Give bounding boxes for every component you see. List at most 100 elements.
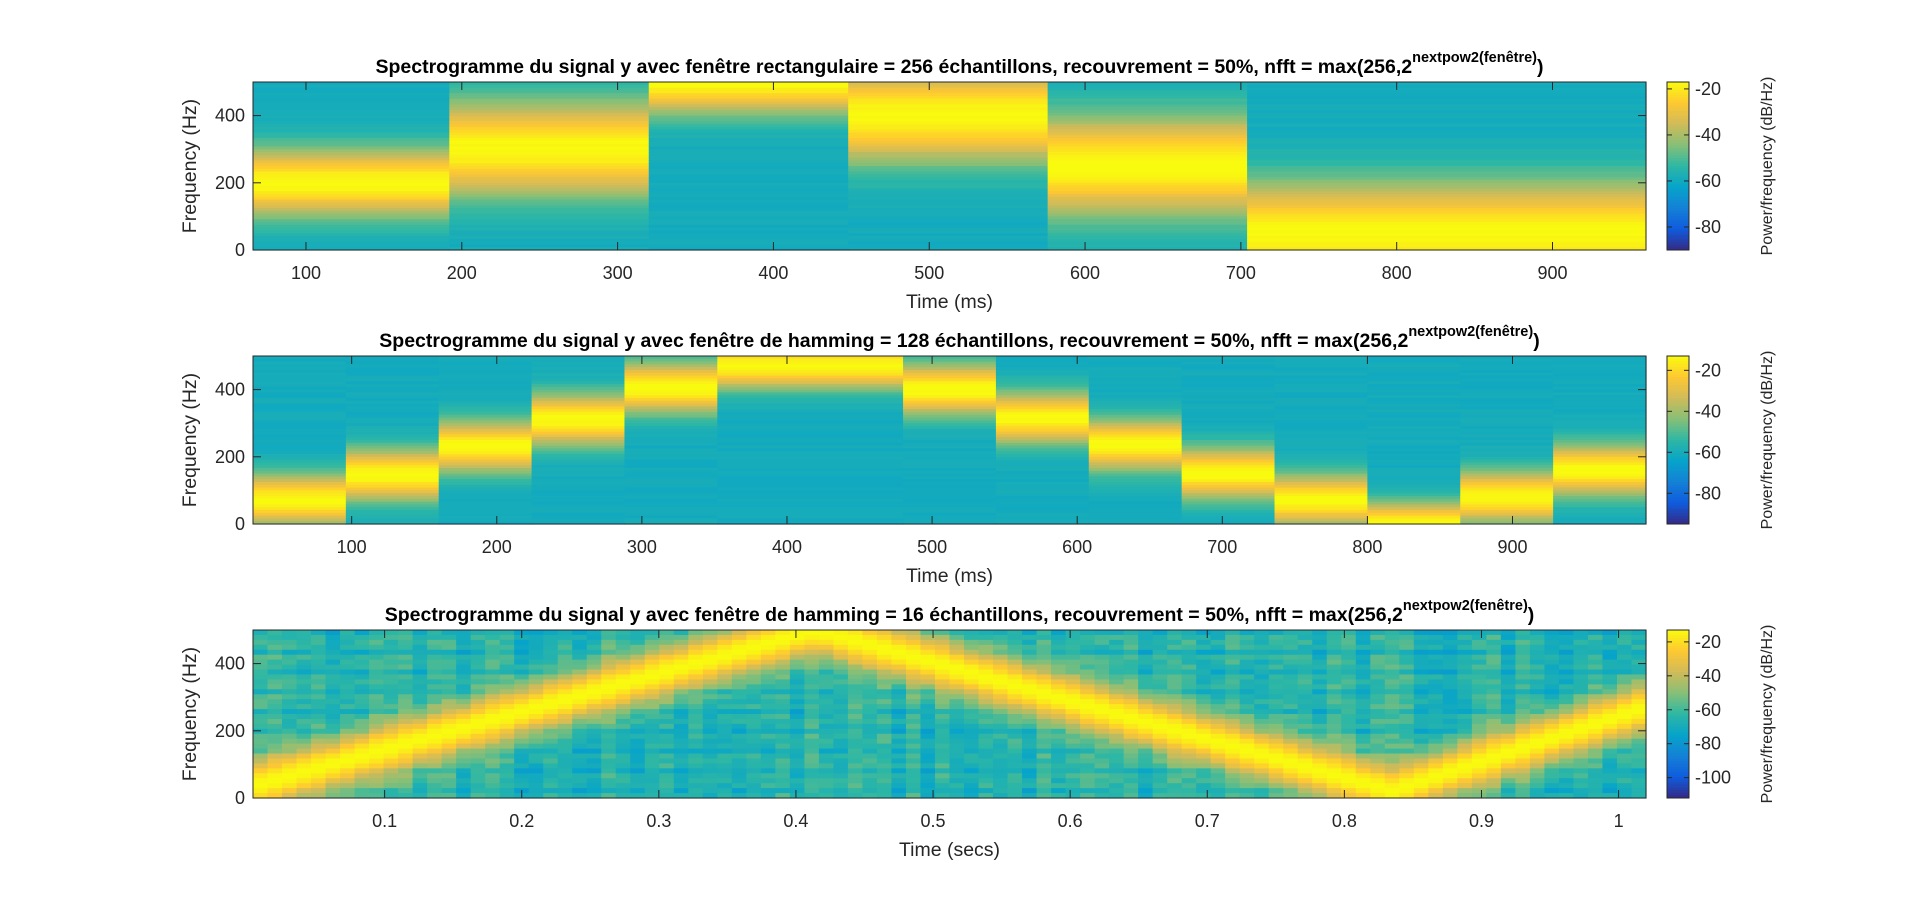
spectro-cell bbox=[659, 724, 674, 730]
spectro-cell bbox=[645, 640, 660, 646]
spectro-cell bbox=[746, 714, 761, 720]
spectro-cell bbox=[1312, 684, 1327, 690]
spectro-cell bbox=[1196, 635, 1211, 641]
spectro-cell bbox=[311, 689, 326, 695]
spectro-cell bbox=[543, 734, 558, 740]
spectro-cell bbox=[1022, 655, 1037, 661]
spectro-cell bbox=[761, 704, 776, 710]
spectro-cell bbox=[384, 650, 399, 656]
spectro-cell bbox=[1254, 719, 1269, 725]
spectro-cell bbox=[471, 734, 486, 740]
spectro-cell bbox=[979, 684, 994, 690]
spectro-cell bbox=[282, 734, 297, 740]
spectro-cell bbox=[1588, 729, 1603, 735]
spectro-cell bbox=[514, 694, 529, 700]
spectro-cell bbox=[964, 704, 979, 710]
spectro-cell bbox=[732, 640, 747, 646]
spectro-cell bbox=[587, 684, 602, 690]
spectro-cell bbox=[1385, 630, 1400, 636]
spectro-cell bbox=[1283, 704, 1298, 710]
spectro-cell bbox=[906, 699, 921, 705]
spectro-cell bbox=[630, 754, 645, 760]
spectro-cell bbox=[1399, 768, 1414, 774]
spectro-cell bbox=[1008, 645, 1023, 651]
spectro-cell bbox=[1080, 778, 1095, 784]
spectro-cell bbox=[1385, 635, 1400, 641]
spectro-cell bbox=[1530, 709, 1545, 715]
spectro-cell bbox=[543, 763, 558, 769]
spectro-cell bbox=[1602, 674, 1617, 680]
spectro-cell bbox=[311, 749, 326, 755]
spectro-cell bbox=[1443, 630, 1458, 636]
spectro-cell bbox=[1066, 719, 1081, 725]
spectro-cell bbox=[746, 699, 761, 705]
spectro-cell bbox=[1182, 724, 1197, 730]
spectro-cell bbox=[311, 640, 326, 646]
spectro-cell bbox=[1617, 640, 1632, 646]
spectro-cell bbox=[790, 724, 805, 730]
spectro-cell bbox=[1414, 645, 1429, 651]
spectro-cell bbox=[833, 763, 848, 769]
spectro-cell bbox=[979, 635, 994, 641]
spectro-cell bbox=[630, 674, 645, 680]
spectro-cell bbox=[804, 704, 819, 710]
spectro-cell bbox=[1327, 758, 1342, 764]
spectro-cell bbox=[1109, 635, 1124, 641]
spectro-cell bbox=[529, 749, 544, 755]
spectro-cell bbox=[413, 734, 428, 740]
spectro-cell bbox=[311, 744, 326, 750]
spectro-cell bbox=[427, 778, 442, 784]
spectro-cell bbox=[862, 724, 877, 730]
spectro-cell bbox=[1095, 773, 1110, 779]
spectro-cell bbox=[1414, 729, 1429, 735]
spectro-cell bbox=[514, 684, 529, 690]
spectro-cell bbox=[1486, 773, 1501, 779]
spectro-cell bbox=[282, 684, 297, 690]
spectro-cell bbox=[1008, 684, 1023, 690]
spectro-cell bbox=[1544, 734, 1559, 740]
spectro-cell bbox=[790, 729, 805, 735]
spectro-cell bbox=[1182, 783, 1197, 789]
spectro-cell bbox=[572, 699, 587, 705]
spectro-cell bbox=[688, 734, 703, 740]
spectro-cell bbox=[920, 768, 935, 774]
spectro-cell bbox=[1573, 783, 1588, 789]
spectro-cell bbox=[1443, 714, 1458, 720]
spectro-cell bbox=[950, 768, 965, 774]
spectro-cell bbox=[1559, 714, 1574, 720]
spectro-cell bbox=[1167, 778, 1182, 784]
spectro-cell bbox=[1312, 729, 1327, 735]
spectro-cell bbox=[1457, 763, 1472, 769]
spectro-cell bbox=[1631, 650, 1646, 656]
spectro-cell bbox=[1080, 640, 1095, 646]
spectro-cell bbox=[1312, 674, 1327, 680]
spectro-cell bbox=[1559, 709, 1574, 715]
spectro-cell bbox=[1138, 754, 1153, 760]
spectro-cell bbox=[1588, 744, 1603, 750]
spectro-cell bbox=[775, 783, 790, 789]
spectro-cell bbox=[1443, 749, 1458, 755]
spectro-cell bbox=[1602, 689, 1617, 695]
spectro-cell bbox=[1530, 744, 1545, 750]
spectro-cell bbox=[1385, 679, 1400, 685]
spectro-cell bbox=[1631, 660, 1646, 666]
spectro-cell bbox=[877, 724, 892, 730]
spectro-cell bbox=[1385, 650, 1400, 656]
spectro-cell bbox=[703, 729, 718, 735]
spectro-cell bbox=[1544, 660, 1559, 666]
spectro-cell bbox=[1240, 655, 1255, 661]
spectro-cell bbox=[659, 749, 674, 755]
spectro-cell bbox=[1472, 645, 1487, 651]
spectro-cell bbox=[297, 679, 312, 685]
spectro-cell bbox=[906, 714, 921, 720]
spectro-cell bbox=[1457, 684, 1472, 690]
spectro-cell bbox=[1530, 758, 1545, 764]
spectro-cell bbox=[630, 660, 645, 666]
spectro-cell bbox=[920, 773, 935, 779]
spectro-cell bbox=[1501, 684, 1516, 690]
spectro-cell bbox=[1457, 754, 1472, 760]
spectro-cell bbox=[630, 724, 645, 730]
spectro-cell bbox=[833, 744, 848, 750]
spectro-cell bbox=[456, 749, 471, 755]
spectro-cell bbox=[1559, 734, 1574, 740]
